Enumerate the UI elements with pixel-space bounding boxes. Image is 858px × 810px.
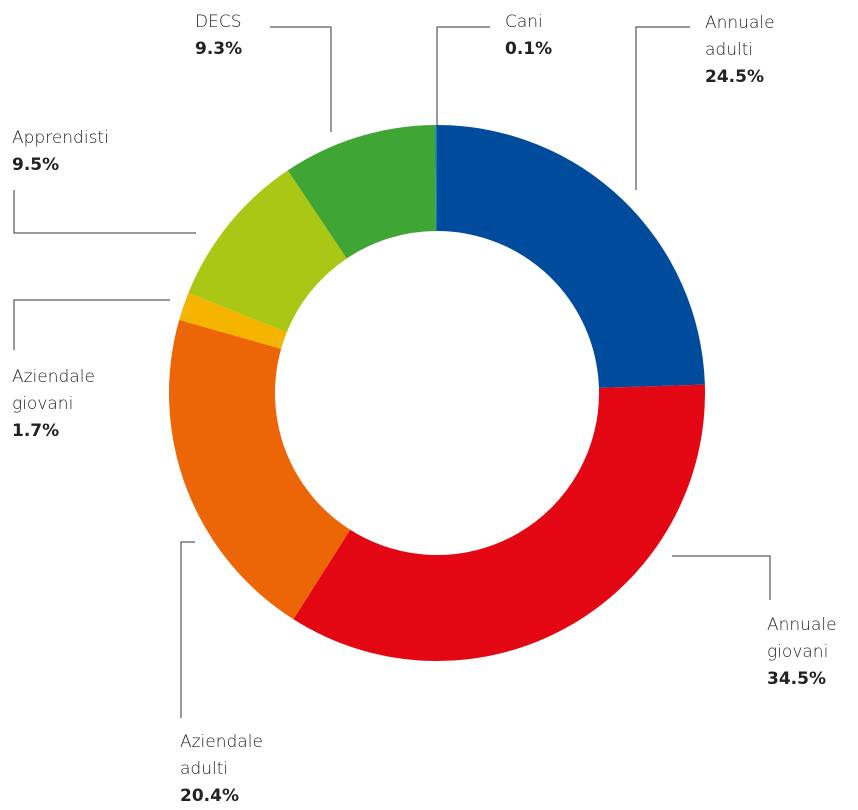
slice-label: DECS 9.3% <box>195 9 242 63</box>
value-label: 24.5% <box>705 67 764 87</box>
leader-line <box>13 299 170 350</box>
category-label: Annuale giovani <box>767 615 837 662</box>
slice-label: Annuale giovani 34.5% <box>767 612 837 693</box>
slice-label: Aziendale giovani 1.7% <box>12 364 95 445</box>
value-label: 9.3% <box>195 39 243 59</box>
slice-label: Cani 0.1% <box>505 9 552 63</box>
category-label: Apprendisti <box>12 128 109 148</box>
value-label: 9.5% <box>12 155 60 175</box>
value-label: 20.4% <box>180 786 239 806</box>
category-label: Aziendale giovani <box>12 367 95 414</box>
value-label: 34.5% <box>767 669 826 689</box>
category-label: Annuale adulti <box>705 13 775 60</box>
category-label: DECS <box>195 12 242 32</box>
leader-line <box>180 541 195 718</box>
leader-line <box>13 190 196 234</box>
leader-line <box>436 26 490 126</box>
donut-slice <box>287 125 436 259</box>
donut-slice <box>437 125 705 388</box>
slice-label: Aziendale adulti 20.4% <box>180 729 263 810</box>
leader-line <box>672 555 771 600</box>
leader-line <box>635 26 690 190</box>
slice-label: Apprendisti 9.5% <box>12 125 109 179</box>
donut-slice <box>179 292 287 349</box>
leader-line <box>270 26 332 132</box>
donut-slice <box>435 125 437 232</box>
donut-slice <box>293 384 705 661</box>
slice-label: Annuale adulti 24.5% <box>705 10 775 91</box>
category-label: Cani <box>505 12 543 32</box>
donut-slice <box>188 170 347 333</box>
category-label: Aziendale adulti <box>180 732 263 779</box>
value-label: 0.1% <box>505 39 553 59</box>
value-label: 1.7% <box>12 421 60 441</box>
donut-slice <box>168 319 351 620</box>
